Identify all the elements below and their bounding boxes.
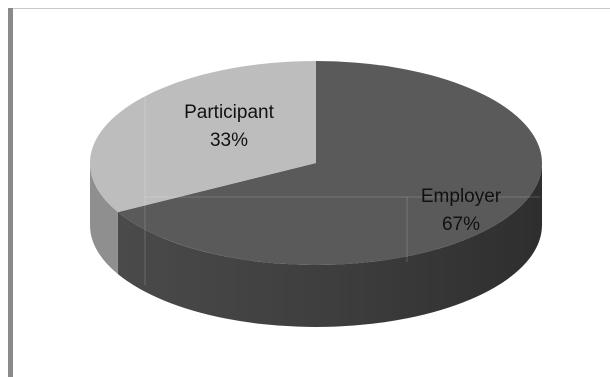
pie-side-employer bbox=[117, 163, 543, 327]
pie-label-employer: Employer bbox=[421, 186, 502, 207]
pie-sides-group bbox=[90, 163, 543, 327]
chart-frame-left-border bbox=[8, 8, 13, 377]
pie-side-participant bbox=[90, 163, 118, 275]
pie-tops-group bbox=[89, 60, 543, 265]
pie-guides-group bbox=[144, 95, 540, 285]
pie-labels-group: Employer 67% Participant 33% bbox=[184, 102, 502, 235]
pie-value-employer: 67% bbox=[442, 214, 480, 235]
pie-value-participant: 33% bbox=[210, 130, 248, 151]
pie-slice-employer bbox=[117, 61, 543, 265]
pie-slice-participant bbox=[89, 60, 316, 213]
pie-label-participant: Participant bbox=[184, 102, 274, 123]
chart-frame-top-border bbox=[8, 8, 610, 9]
